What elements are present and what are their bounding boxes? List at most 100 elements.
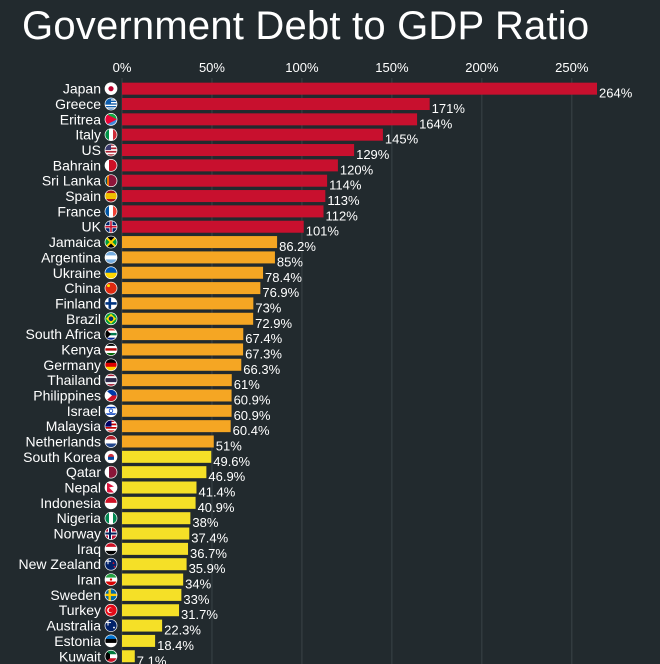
greece-flag-icon <box>105 98 117 111</box>
bar <box>122 389 232 402</box>
italy-flag-icon <box>105 128 117 141</box>
estonia-flag-icon <box>105 634 117 647</box>
value-label: 60.4% <box>233 423 270 438</box>
us-flag-icon <box>105 144 117 157</box>
bar <box>122 573 184 586</box>
value-label: 101% <box>306 224 340 239</box>
bar <box>122 328 244 341</box>
bahrain-flag-icon <box>105 159 117 172</box>
bars <box>122 82 597 663</box>
value-label: 78.4% <box>265 270 302 285</box>
value-label: 31.7% <box>181 607 218 622</box>
category-label: Indonesia <box>40 495 101 511</box>
bar <box>122 527 190 540</box>
x-tick-label: 200% <box>465 60 499 75</box>
bar <box>122 404 232 417</box>
bar <box>122 251 275 264</box>
category-label: Italy <box>75 127 101 143</box>
category-label: US <box>82 142 101 158</box>
x-axis-ticks: 0% 50% 100% 150% 200% 250% <box>113 60 589 75</box>
category-label: Iran <box>77 572 101 588</box>
netherlands-flag-icon <box>105 435 117 448</box>
bar <box>122 282 261 295</box>
bar <box>122 420 231 433</box>
category-label: New Zealand <box>19 556 102 572</box>
value-label: 38% <box>192 515 218 530</box>
value-label: 76.9% <box>262 285 299 300</box>
australia-flag-icon <box>105 619 117 632</box>
flags <box>104 82 118 663</box>
value-label: 49.6% <box>213 454 250 469</box>
turkey-flag-icon <box>105 604 117 617</box>
value-label: 67.4% <box>245 331 282 346</box>
x-tick-label: 100% <box>285 60 319 75</box>
chart-title: Government Debt to GDP Ratio <box>22 4 590 48</box>
malaysia-flag-icon <box>105 420 117 433</box>
category-label: UK <box>82 219 102 235</box>
value-label: 113% <box>327 193 360 208</box>
uk-flag-icon <box>105 220 117 233</box>
value-label: 72.9% <box>255 316 292 331</box>
value-label: 112% <box>326 208 359 223</box>
philippines-flag-icon <box>105 389 117 402</box>
bar <box>122 236 278 249</box>
category-label: Philippines <box>33 387 101 403</box>
value-label: 37.4% <box>191 531 228 546</box>
iran-flag-icon <box>105 573 117 586</box>
bar <box>122 512 191 525</box>
bar <box>122 374 232 387</box>
germany-flag-icon <box>105 358 117 371</box>
bar <box>122 98 430 111</box>
category-label: Jamaica <box>49 234 101 250</box>
value-label: 51% <box>216 438 242 453</box>
finland-flag-icon <box>105 297 117 310</box>
value-label: 120% <box>340 162 374 177</box>
value-label: 22.3% <box>164 623 201 638</box>
category-label: Greece <box>55 96 101 112</box>
value-label: 61% <box>234 377 260 392</box>
value-label: 129% <box>356 147 390 162</box>
value-label: 67.3% <box>245 346 282 361</box>
category-label: Nepal <box>64 480 101 496</box>
value-label: 73% <box>255 300 281 315</box>
south-africa-flag-icon <box>105 328 117 341</box>
bar <box>122 190 326 203</box>
value-label: 145% <box>385 132 419 147</box>
bar <box>122 496 196 509</box>
sweden-flag-icon <box>105 588 117 601</box>
bar <box>122 604 180 617</box>
category-label: South Africa <box>26 326 102 342</box>
x-tick-label: 150% <box>375 60 409 75</box>
china-flag-icon <box>105 282 117 295</box>
bar <box>122 358 242 371</box>
value-label: 60.9% <box>234 392 271 407</box>
nepal-flag-icon <box>105 481 117 494</box>
category-label: South Korea <box>23 449 101 465</box>
bar <box>122 481 197 494</box>
bar <box>122 174 328 187</box>
category-label: Iraq <box>77 541 101 557</box>
bar <box>122 205 324 218</box>
category-label: Kenya <box>61 341 101 357</box>
category-label: Norway <box>54 526 101 542</box>
category-label: Bahrain <box>53 157 101 173</box>
category-label: Netherlands <box>26 433 102 449</box>
argentina-flag-icon <box>105 251 117 264</box>
category-label: Germany <box>43 357 101 373</box>
value-label: 40.9% <box>198 500 235 515</box>
category-label: Qatar <box>66 464 101 480</box>
bar <box>122 113 418 126</box>
category-label: Japan <box>63 81 101 97</box>
category-label: Turkey <box>59 602 101 618</box>
nigeria-flag-icon <box>105 512 117 525</box>
category-label: China <box>64 280 101 296</box>
bar <box>122 220 304 233</box>
category-label: Argentina <box>41 249 101 265</box>
bar <box>122 144 355 157</box>
sri-lanka-flag-icon <box>105 174 117 187</box>
value-label: 86.2% <box>279 239 316 254</box>
category-label: Kuwait <box>59 648 101 664</box>
x-tick-label: 250% <box>555 60 589 75</box>
eritrea-flag-icon <box>105 113 117 126</box>
